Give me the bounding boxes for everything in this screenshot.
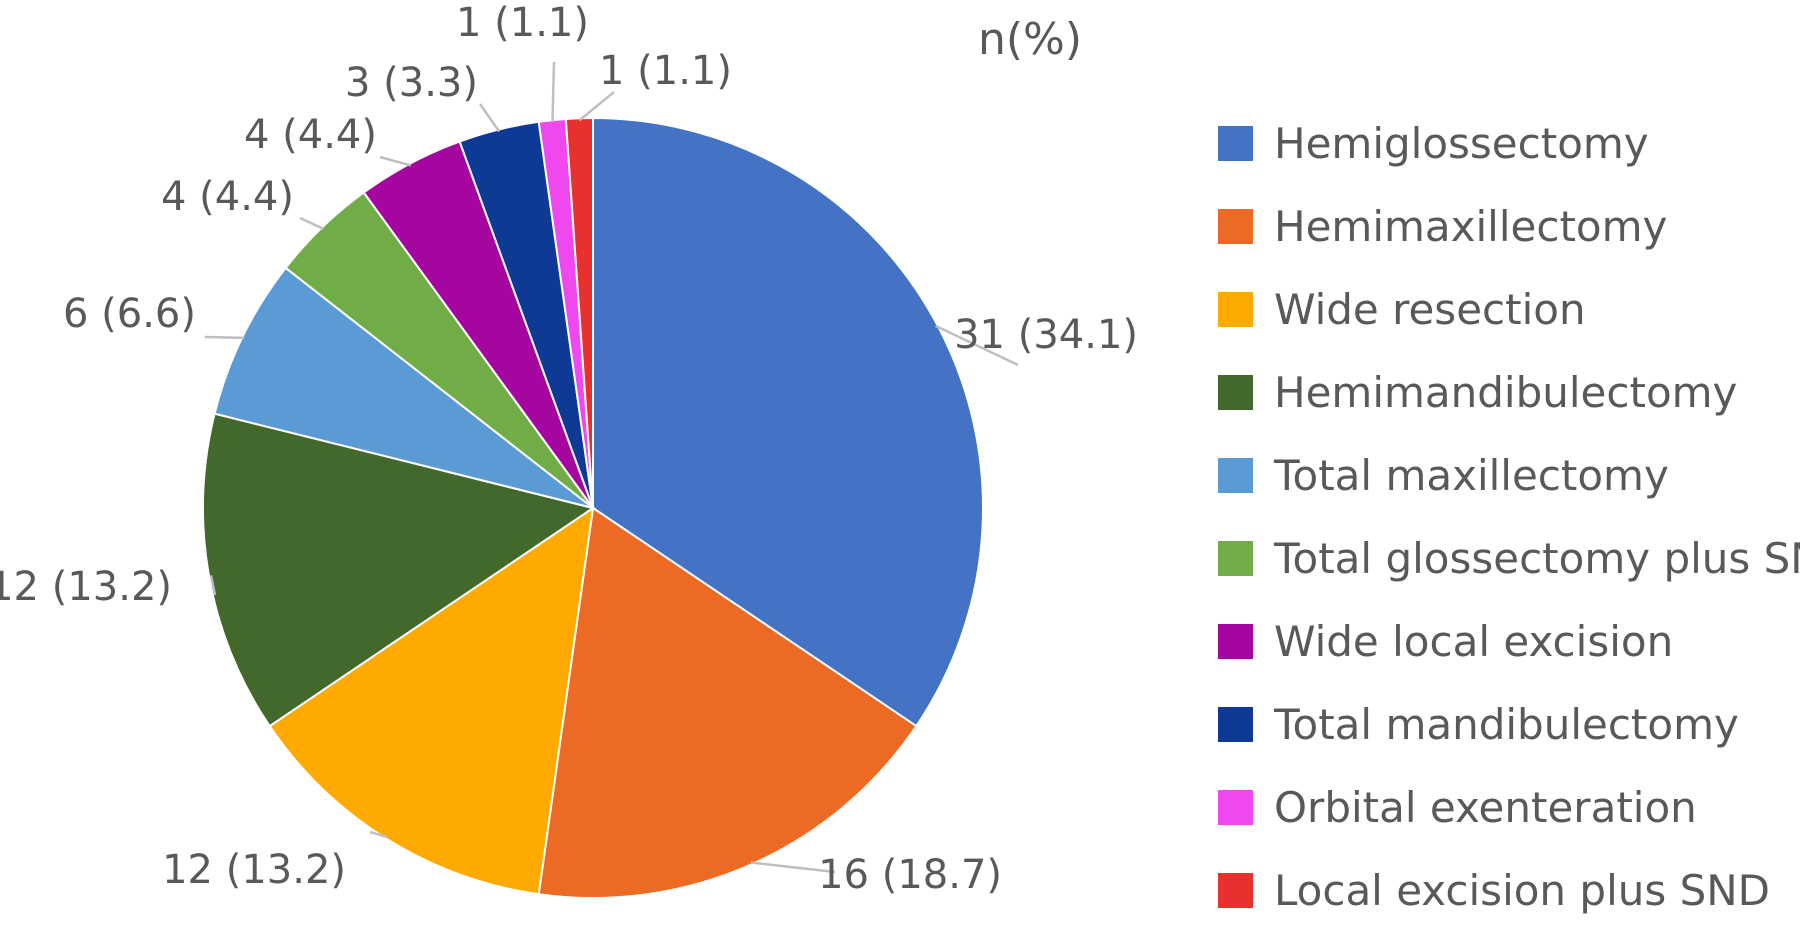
data-label: 31 (34.1) bbox=[954, 312, 1138, 358]
data-labels: 31 (34.1) 16 (18.7) 12 (13.2) 12 (13.2) 6 (6… bbox=[0, 0, 1138, 898]
legend-label: Wide resection bbox=[1274, 285, 1586, 334]
leader-lines bbox=[204, 61, 1019, 874]
data-label: 12 (13.2) bbox=[0, 564, 172, 610]
legend-swatch bbox=[1218, 292, 1253, 327]
legend-label: Wide local excision bbox=[1274, 617, 1674, 666]
leader-line bbox=[551, 61, 556, 123]
legend-label: Total mandibulectomy bbox=[1274, 700, 1739, 749]
pie-slice-hemimaxillectomy bbox=[537, 506, 918, 899]
legend-label: Hemiglossectomy bbox=[1274, 119, 1649, 168]
leader-line bbox=[369, 830, 388, 839]
legend-item: Orbital exenteration bbox=[1218, 782, 1788, 865]
legend-item: Hemimaxillectomy bbox=[1218, 201, 1788, 284]
legend-item: Local excision plus SND bbox=[1218, 865, 1788, 948]
leader-line bbox=[935, 324, 1019, 367]
pie-slices bbox=[202, 116, 984, 899]
unit-label: n(%) bbox=[978, 14, 1083, 65]
pie-slice-wide-resection bbox=[268, 505, 595, 896]
legend-swatch bbox=[1218, 375, 1253, 410]
data-label: 3 (3.3) bbox=[345, 60, 478, 106]
pie-slice-hemimandibulectomy bbox=[202, 412, 596, 728]
pie-chart: 31 (34.1) 16 (18.7) 12 (13.2) 12 (13.2) 6 (6… bbox=[0, 0, 1138, 899]
data-label: 12 (13.2) bbox=[162, 847, 346, 893]
legend-item: Total mandibulectomy bbox=[1218, 699, 1788, 782]
legend-label: Total glossectomy plus SND bbox=[1274, 534, 1800, 583]
legend-label: Total maxillectomy bbox=[1274, 451, 1669, 500]
data-label: 1 (1.1) bbox=[456, 0, 589, 46]
pie-slice-local-excision-plus-snd bbox=[564, 116, 594, 509]
legend-swatch bbox=[1218, 873, 1253, 908]
legend-item: Wide local excision bbox=[1218, 616, 1788, 699]
legend-swatch bbox=[1218, 624, 1253, 659]
leader-line bbox=[204, 335, 245, 340]
legend-item: Hemiglossectomy bbox=[1218, 118, 1788, 201]
data-label: 16 (18.7) bbox=[818, 852, 1002, 898]
legend-swatch bbox=[1218, 790, 1253, 825]
legend-item: Total glossectomy plus SND bbox=[1218, 533, 1800, 616]
legend-label: Hemimandibulectomy bbox=[1274, 368, 1738, 417]
leader-line bbox=[750, 861, 836, 874]
legend: Hemiglossectomy Hemimaxillectomy Wide rese… bbox=[1218, 118, 1800, 948]
legend-item: Wide resection bbox=[1218, 284, 1788, 367]
data-label: 4 (4.4) bbox=[161, 174, 294, 220]
legend-label: Local excision plus SND bbox=[1274, 866, 1771, 915]
leader-line bbox=[379, 155, 412, 167]
leader-line bbox=[299, 216, 324, 231]
legend-label: Orbital exenteration bbox=[1274, 783, 1697, 832]
legend-swatch bbox=[1218, 707, 1253, 742]
leader-line bbox=[478, 103, 501, 133]
legend-swatch bbox=[1218, 209, 1253, 244]
legend-swatch bbox=[1218, 126, 1253, 161]
data-label: 1 (1.1) bbox=[599, 48, 732, 94]
data-label: 6 (6.6) bbox=[63, 291, 196, 337]
legend-label: Hemimaxillectomy bbox=[1274, 202, 1668, 251]
legend-swatch bbox=[1218, 541, 1253, 576]
data-label: 4 (4.4) bbox=[244, 112, 377, 158]
leader-line bbox=[209, 575, 217, 596]
leader-line bbox=[578, 91, 615, 122]
pie-slice-hemiglossectomy bbox=[592, 116, 984, 728]
legend-item: Hemimandibulectomy bbox=[1218, 367, 1788, 450]
legend-item: Total maxillectomy bbox=[1218, 450, 1788, 533]
legend-swatch bbox=[1218, 458, 1253, 493]
